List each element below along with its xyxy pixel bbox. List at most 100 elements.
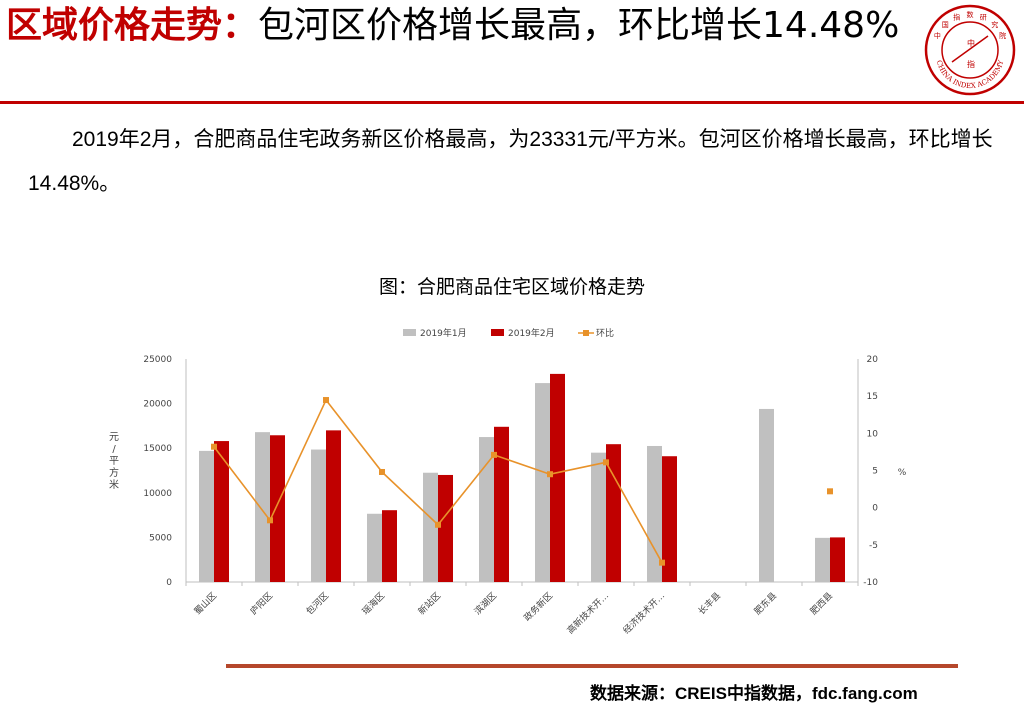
legend-label: 环比 [596, 327, 614, 339]
chart-legend: 2019年1月 2019年2月 环比 [403, 327, 614, 339]
page-title: 区域价格走势：包河区价格增长最高，环比增长14.48% [6, 2, 906, 50]
y-axis-label-char: 米 [109, 478, 119, 491]
bar [382, 510, 397, 582]
logo-char: 研 [980, 14, 987, 22]
y2-tick-label: 0 [872, 504, 878, 514]
y-axis-label-char: / [112, 444, 116, 455]
mom-point [827, 488, 833, 495]
bar [214, 441, 229, 582]
legend-swatch [403, 329, 416, 336]
x-tick-label: 瑶海区 [360, 590, 388, 618]
y2-tick-label: 10 [867, 429, 879, 439]
legend-marker [583, 330, 589, 336]
x-tick-label: 高新技术开… [564, 590, 611, 637]
y2-axis-label: % [898, 468, 907, 478]
bar [438, 474, 453, 582]
mom-point [491, 451, 497, 458]
bar [367, 513, 382, 582]
x-tick-label: 滨湖区 [472, 590, 500, 618]
x-tick-label: 肥西县 [808, 590, 835, 617]
mom-point [267, 517, 273, 524]
y-tick-label: 10000 [143, 489, 172, 499]
mom-point [659, 559, 665, 566]
bar [311, 449, 326, 582]
x-tick-label: 蜀山区 [192, 590, 219, 617]
logo-char: 究 [991, 20, 998, 29]
bar [550, 373, 565, 582]
bar [494, 426, 509, 582]
x-tick-label: 庐阳区 [248, 590, 276, 618]
bar [326, 430, 341, 582]
mom-line-segment [213, 446, 271, 521]
y-tick-label: 20000 [143, 400, 172, 410]
summary-text: 2019年2月，合肥商品住宅政务新区价格最高，为23331元/平方米。包河区价格… [28, 128, 993, 195]
footer-divider [226, 664, 958, 668]
x-tick-label: 肥东县 [752, 590, 780, 618]
legend-label: 2019年1月 [420, 327, 467, 339]
bar [759, 408, 774, 582]
y-tick-label: 25000 [143, 355, 172, 365]
logo-char: 院 [999, 31, 1006, 40]
mom-line-group [211, 397, 833, 566]
mom-point [603, 459, 609, 466]
logo-center-top: 中 [967, 38, 975, 48]
header-divider [0, 101, 1024, 104]
y-axis-label-char: 元 [109, 432, 119, 443]
y2-tick-label: -5 [869, 541, 878, 551]
y-tick-label: 15000 [143, 444, 172, 454]
mom-line-segment [381, 471, 439, 526]
mom-line-segment [269, 399, 327, 521]
mom-line-segment [605, 461, 663, 564]
price-trend-chart: 2019年1月 2019年2月 环比 0 5000 10000 15000 20000 2500… [109, 327, 907, 637]
bar [423, 472, 438, 582]
logo-char: 数 [967, 10, 974, 19]
y2-tick-label: 15 [867, 392, 878, 402]
logo-char: 中 [934, 31, 941, 40]
logo-char: 国 [942, 21, 949, 29]
bar [270, 435, 285, 582]
bar [830, 537, 845, 582]
bar-group [199, 373, 845, 582]
y-tick-label: 5000 [149, 533, 172, 543]
mom-point [323, 397, 329, 404]
logo-inner-ring [941, 21, 999, 79]
x-tick-label: 包河区 [304, 590, 332, 618]
x-tick-label: 新站区 [416, 590, 444, 618]
mom-line-segment [437, 454, 495, 526]
logo-center-line [951, 35, 989, 63]
title-rest: 包河区价格增长最高，环比增长14.48% [258, 5, 900, 46]
y-axis-label-char: 平 [109, 456, 119, 467]
bar [815, 537, 830, 582]
bar [662, 456, 677, 582]
y2-tick-label: -10 [863, 578, 878, 588]
y-axis-label-char: 方 [109, 466, 119, 479]
mom-point [435, 521, 441, 528]
mom-line-segment [493, 454, 551, 475]
bar [606, 444, 621, 582]
logo-outer-ring [924, 4, 1016, 96]
x-tick-label: 长丰县 [696, 590, 724, 618]
bar [199, 450, 214, 582]
legend-swatch [491, 329, 504, 336]
bar [479, 437, 494, 582]
mom-line-segment [549, 461, 607, 475]
mom-point [211, 443, 217, 450]
china-index-academy-logo: 中 指 中国指数研究院 CHINA INDEX ACADEMY [924, 4, 1016, 96]
x-tick-label: 经济技术开… [620, 590, 667, 637]
mom-point [547, 471, 553, 478]
title-highlight: 区域价格走势： [6, 5, 259, 46]
chart-title: 图：合肥商品住宅区域价格走势 [378, 276, 645, 298]
logo-char: 指 [953, 13, 960, 22]
bar [535, 383, 550, 582]
mom-point [379, 468, 385, 475]
bar [591, 452, 606, 582]
mom-line-segment [325, 399, 383, 473]
y2-tick-label: 5 [872, 467, 878, 477]
bar [255, 432, 270, 582]
legend-label: 2019年2月 [508, 327, 555, 339]
data-source: 数据来源：CREIS中指数据，fdc.fang.com [590, 684, 918, 703]
y-tick-label: 0 [166, 578, 172, 588]
x-tick-label: 政务新区 [521, 590, 555, 624]
bar [647, 445, 662, 582]
y2-tick-label: 20 [867, 355, 879, 365]
